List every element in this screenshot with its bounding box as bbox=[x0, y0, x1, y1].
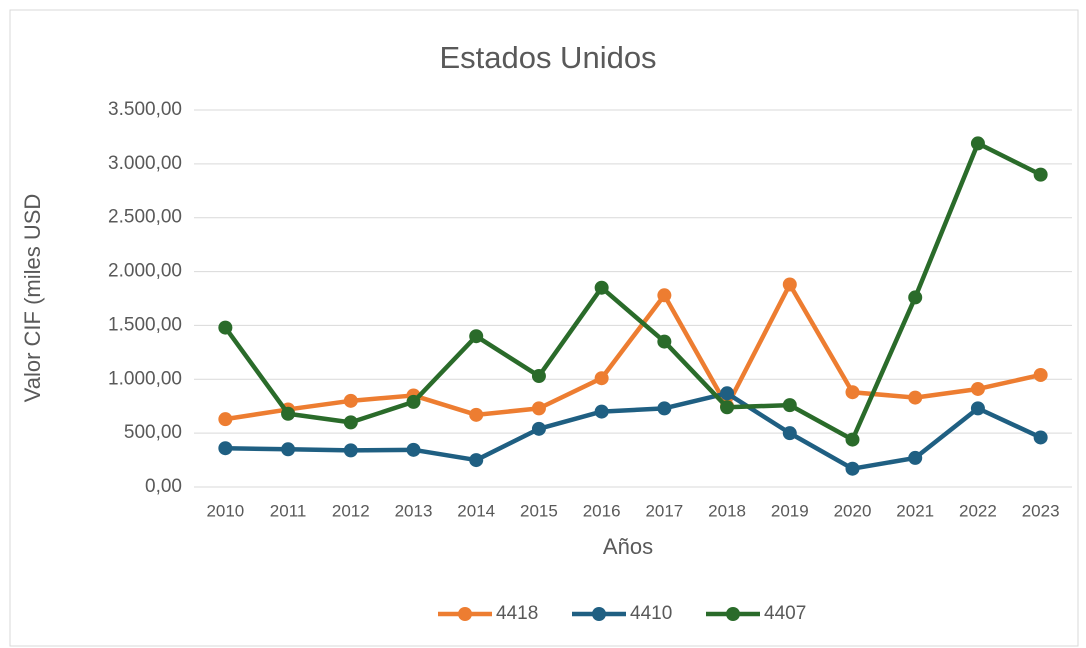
legend-label: 4418 bbox=[496, 603, 538, 624]
legend-label: 4410 bbox=[630, 603, 672, 624]
point bbox=[218, 320, 233, 335]
point bbox=[720, 400, 735, 415]
point bbox=[343, 415, 358, 430]
x-tick-label: 2018 bbox=[708, 501, 746, 520]
point bbox=[218, 412, 233, 427]
x-tick-label: 2014 bbox=[457, 501, 495, 520]
point bbox=[845, 461, 860, 476]
point bbox=[720, 386, 735, 401]
y-tick-label: 500,00 bbox=[124, 422, 182, 443]
point bbox=[406, 394, 421, 409]
point bbox=[782, 277, 797, 292]
point bbox=[657, 401, 672, 416]
legend-label: 4407 bbox=[764, 603, 806, 624]
point bbox=[657, 288, 672, 303]
x-tick-label: 2016 bbox=[583, 501, 621, 520]
point bbox=[970, 401, 985, 416]
point bbox=[281, 442, 296, 457]
point bbox=[469, 329, 484, 344]
series-line bbox=[225, 282, 1042, 422]
y-axis-label: Valor CIF (miles USD bbox=[20, 194, 45, 403]
point bbox=[970, 136, 985, 151]
point bbox=[218, 441, 233, 456]
point bbox=[406, 442, 421, 457]
y-tick-label: 3.500,00 bbox=[108, 99, 182, 120]
point bbox=[845, 385, 860, 400]
point bbox=[782, 398, 797, 413]
x-tick-label: 2023 bbox=[1022, 501, 1060, 520]
point bbox=[531, 401, 546, 416]
point bbox=[1033, 167, 1048, 182]
y-tick-label: 2.000,00 bbox=[108, 261, 182, 282]
point bbox=[908, 450, 923, 465]
x-tick-label: 2019 bbox=[771, 501, 809, 520]
x-axis-label: Años bbox=[603, 534, 653, 559]
point bbox=[908, 290, 923, 305]
chart-title: Estados Unidos bbox=[439, 40, 656, 75]
x-tick-label: 2013 bbox=[395, 501, 433, 520]
point bbox=[469, 453, 484, 468]
y-tick-label: 1.000,00 bbox=[108, 368, 182, 389]
x-tick-label: 2012 bbox=[332, 501, 370, 520]
legend-marker bbox=[726, 607, 740, 621]
x-tick-label: 2010 bbox=[206, 501, 244, 520]
x-tick-label: 2011 bbox=[270, 501, 307, 520]
x-tick-label: 2017 bbox=[645, 501, 683, 520]
point bbox=[343, 443, 358, 458]
legend-marker bbox=[458, 607, 472, 621]
point bbox=[281, 406, 296, 421]
y-tick-label: 0,00 bbox=[145, 476, 182, 497]
series-line bbox=[223, 141, 1042, 442]
y-tick-label: 2.500,00 bbox=[108, 207, 182, 228]
point bbox=[343, 393, 358, 408]
point bbox=[531, 369, 546, 384]
point bbox=[845, 432, 860, 447]
x-tick-label: 2020 bbox=[834, 501, 872, 520]
x-tick-label: 2021 bbox=[896, 501, 934, 520]
point bbox=[594, 280, 609, 295]
point bbox=[782, 426, 797, 441]
series-line bbox=[225, 391, 1042, 471]
point bbox=[657, 334, 672, 349]
point bbox=[908, 390, 923, 405]
point bbox=[1033, 367, 1048, 382]
point bbox=[594, 404, 609, 419]
y-tick-label: 3.000,00 bbox=[108, 153, 182, 174]
point bbox=[594, 371, 609, 386]
point bbox=[531, 421, 546, 436]
x-tick-label: 2015 bbox=[520, 501, 558, 520]
point bbox=[1033, 430, 1048, 445]
x-tick-label: 2022 bbox=[959, 501, 997, 520]
point bbox=[469, 407, 484, 422]
legend-marker bbox=[592, 607, 606, 621]
point bbox=[970, 381, 985, 396]
y-tick-label: 1.500,00 bbox=[108, 314, 182, 335]
